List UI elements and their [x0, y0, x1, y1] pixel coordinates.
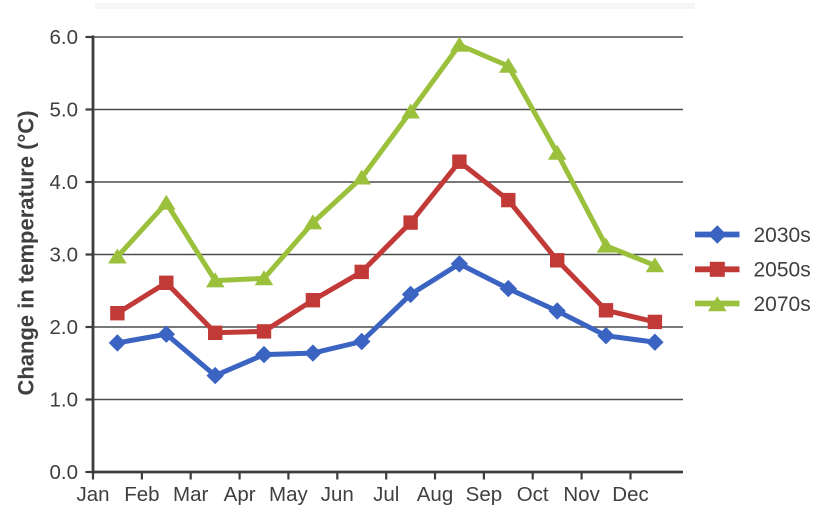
svg-text:2070s: 2070s	[754, 293, 811, 316]
svg-text:2050s: 2050s	[754, 259, 811, 282]
svg-text:2030s: 2030s	[754, 224, 811, 247]
svg-text:Aug: Aug	[417, 483, 453, 506]
svg-text:Nov: Nov	[563, 483, 600, 506]
svg-text:0.0: 0.0	[50, 461, 79, 484]
svg-text:May: May	[269, 483, 308, 506]
svg-text:6.0: 6.0	[50, 26, 79, 49]
svg-text:Oct: Oct	[517, 483, 549, 506]
svg-text:Jun: Jun	[321, 483, 354, 506]
svg-text:Dec: Dec	[612, 483, 648, 506]
svg-text:Feb: Feb	[124, 483, 159, 506]
svg-text:Jan: Jan	[76, 483, 109, 506]
svg-text:Mar: Mar	[173, 483, 208, 506]
svg-text:2.0: 2.0	[50, 316, 79, 339]
svg-text:Change in temperature (°C): Change in temperature (°C)	[14, 110, 39, 395]
svg-text:3.0: 3.0	[50, 243, 79, 266]
svg-text:Sep: Sep	[466, 483, 502, 506]
svg-text:4.0: 4.0	[50, 171, 79, 194]
svg-text:5.0: 5.0	[50, 98, 79, 121]
svg-text:Jul: Jul	[373, 483, 399, 506]
svg-text:Apr: Apr	[224, 483, 256, 506]
svg-text:1.0: 1.0	[50, 388, 79, 411]
